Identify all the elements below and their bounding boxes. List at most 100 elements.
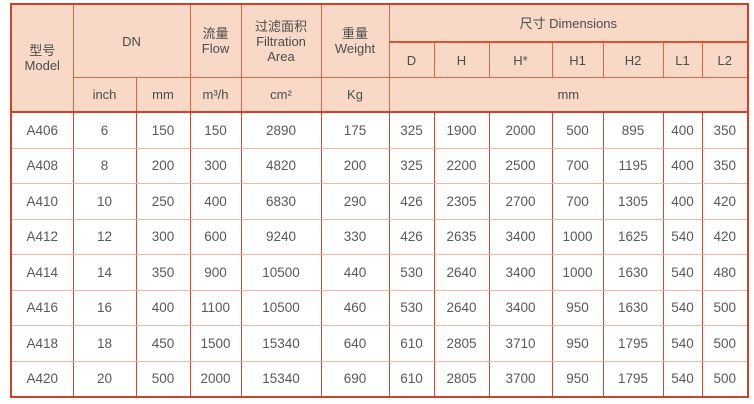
dn-inch-cell: 18 <box>72 325 137 362</box>
dim-l1-cell: 400 <box>662 183 703 220</box>
weight-cell: 200 <box>320 148 390 184</box>
table-row: A406 6 150 150 2890 175 325 1900 2000 500 895 400 35… <box>10 111 749 149</box>
table-row: A412 12 300 600 9240 330 426 2635 3400 1000 1625 54… <box>10 219 749 255</box>
dn-mm-cell: 350 <box>135 254 191 291</box>
dim-h2-cell: 1795 <box>602 361 664 398</box>
filtration-label-en-1: Filtration <box>256 33 306 49</box>
weight-cell: 330 <box>320 219 390 255</box>
table-body: A406 6 150 150 2890 175 325 1900 2000 500 895 400 35… <box>10 111 749 398</box>
table-header: 型号 Model DN 流量 Flow 过滤面积 Filtration Area… <box>10 3 749 113</box>
dn-inch-cell: 6 <box>72 111 137 149</box>
weight-cell: 640 <box>320 325 390 362</box>
area-cell: 15340 <box>240 361 322 398</box>
dn-inch-cell: 20 <box>72 361 137 398</box>
dim-h2-cell: 1625 <box>602 219 664 255</box>
dim-h2-cell: 1305 <box>602 183 664 220</box>
dim-l1-cell: 400 <box>662 148 703 184</box>
weight-cell: 290 <box>320 183 390 220</box>
dn-mm-cell: 500 <box>135 361 191 398</box>
dn-mm-cell: 150 <box>135 111 191 149</box>
header-row-dims: D H H* H1 H2 L1 L2 <box>11 41 749 78</box>
dn-mm-cell: 200 <box>135 148 191 184</box>
column-header-h2: H2 <box>602 41 664 78</box>
dim-l2-cell: 480 <box>701 254 749 291</box>
dim-h2-cell: 1195 <box>602 148 664 184</box>
column-header-flow: 流量 Flow <box>189 3 242 78</box>
dn-inch-cell: 12 <box>72 219 137 255</box>
dim-d-cell: 325 <box>388 148 435 184</box>
dim-l2-cell: 500 <box>701 290 749 326</box>
model-cell: A408 <box>10 148 74 184</box>
model-cell: A420 <box>10 361 74 398</box>
area-cell: 10500 <box>240 290 322 326</box>
header-row-units: inch mm m³/h cm² Kg mm <box>11 77 749 113</box>
dim-h2-cell: 895 <box>602 111 664 149</box>
column-header-l1: L1 <box>662 41 703 78</box>
dim-d-cell: 610 <box>388 361 435 398</box>
column-header-model: 型号 Model <box>10 3 74 113</box>
weight-label-en: Weight <box>334 41 376 56</box>
dim-h2-cell: 1795 <box>602 325 664 362</box>
flow-label-zh: 流量 <box>202 26 229 41</box>
dim-l1-cell: 540 <box>662 290 703 326</box>
weight-cell: 460 <box>320 290 390 326</box>
dim-h1-cell: 700 <box>551 183 604 220</box>
table-row: A414 14 350 900 10500 440 530 2640 3400 1000 1630 5… <box>10 254 749 291</box>
dim-l2-cell: 420 <box>701 219 749 255</box>
dim-l1-cell: 400 <box>662 111 703 149</box>
flow-cell: 900 <box>189 254 242 291</box>
unit-header-inch: inch <box>72 77 137 113</box>
dim-l2-cell: 500 <box>701 325 749 362</box>
dim-hstar-cell: 2700 <box>488 183 553 220</box>
dim-h-cell: 1900 <box>433 111 490 149</box>
dim-l2-cell: 500 <box>701 361 749 398</box>
flow-cell: 400 <box>189 183 242 220</box>
area-cell: 10500 <box>240 254 322 291</box>
column-header-l2: L2 <box>701 41 749 78</box>
flow-cell: 600 <box>189 219 242 255</box>
dim-hstar-cell: 3710 <box>488 325 553 362</box>
dim-l2-cell: 350 <box>701 111 749 149</box>
column-header-filtration: 过滤面积 Filtration Area <box>240 3 322 78</box>
dim-h-cell: 2805 <box>433 325 490 362</box>
dim-hstar-cell: 3400 <box>488 219 553 255</box>
filtration-label-en-2: Area <box>267 48 295 64</box>
table-row: A420 20 500 2000 15340 690 610 2805 3700 950 1795 5… <box>10 361 749 398</box>
flow-cell: 1500 <box>189 325 242 362</box>
area-cell: 9240 <box>240 219 322 255</box>
dim-hstar-cell: 3400 <box>488 290 553 326</box>
dim-hstar-cell: 3400 <box>488 254 553 291</box>
area-cell: 15340 <box>240 325 322 362</box>
dim-l1-cell: 540 <box>662 219 703 255</box>
model-cell: A416 <box>10 290 74 326</box>
dn-mm-cell: 400 <box>135 290 191 326</box>
unit-header-area: cm² <box>240 77 322 113</box>
flow-cell: 1100 <box>189 290 242 326</box>
dim-h1-cell: 700 <box>551 148 604 184</box>
dim-h-cell: 2635 <box>433 219 490 255</box>
dn-inch-cell: 16 <box>72 290 137 326</box>
flow-label-en: Flow <box>201 41 230 56</box>
model-label-zh: 型号 <box>29 43 56 58</box>
dim-h1-cell: 500 <box>551 111 604 149</box>
dim-h-cell: 2640 <box>433 254 490 291</box>
dim-h1-cell: 1000 <box>551 254 604 291</box>
column-header-d: D <box>388 41 435 78</box>
dn-inch-cell: 8 <box>72 148 137 184</box>
model-cell: A414 <box>10 254 74 291</box>
dim-h1-cell: 950 <box>551 290 604 326</box>
dim-hstar-cell: 2500 <box>488 148 553 184</box>
table-row: A408 8 200 300 4820 200 325 2200 2500 700 1195 400 3… <box>10 148 749 184</box>
column-header-h: H <box>433 41 490 78</box>
dim-h-cell: 2640 <box>433 290 490 326</box>
dn-mm-cell: 300 <box>135 219 191 255</box>
dim-h2-cell: 1630 <box>602 254 664 291</box>
unit-header-flow: m³/h <box>189 77 242 113</box>
model-cell: A406 <box>10 111 74 149</box>
weight-cell: 440 <box>320 254 390 291</box>
unit-header-weight: Kg <box>320 77 390 113</box>
dim-d-cell: 426 <box>388 219 435 255</box>
table-row: A418 18 450 1500 15340 640 610 2805 3710 950 1795 5… <box>10 325 749 362</box>
dim-h-cell: 2305 <box>433 183 490 220</box>
